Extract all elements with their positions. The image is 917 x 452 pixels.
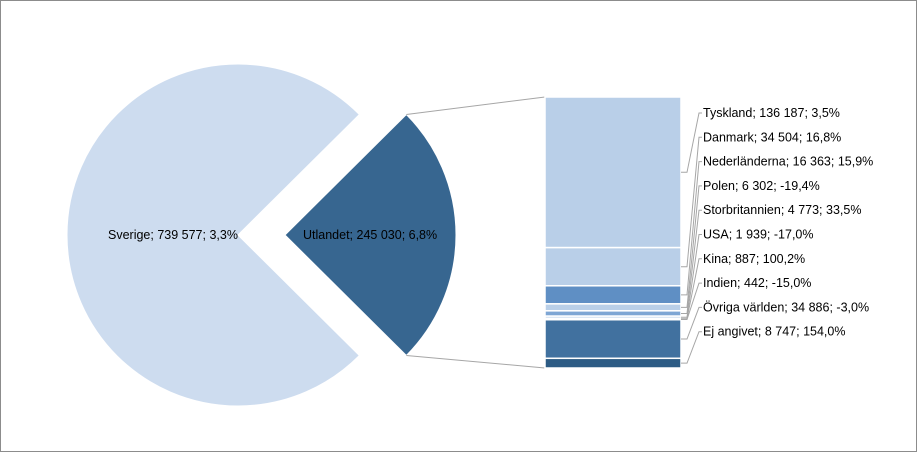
leader-line [681,234,702,318]
bar-label-usa: USA; 1 939; -17,0% [703,228,813,242]
bar-label-kina: Kina; 887; 100,2% [703,252,805,266]
leader-line [681,112,702,173]
bar-label-danmark: Danmark; 34 504; 16,8% [703,130,841,144]
bar-segment-vriga-v-rlden [544,318,682,360]
connector-line-top [406,96,546,116]
leader-line [681,209,702,314]
bar-segment-storbritannien [544,310,682,317]
leader-line [681,306,702,340]
bar-segment-danmark [544,246,682,287]
leader-line [681,282,702,320]
leader-line [681,258,702,320]
pie-slice-utlandet [284,113,457,357]
bar-segment-nederl-nderna [544,285,682,305]
bar-label-polen: Polen; 6 302; -19,4% [703,179,820,193]
pie-slice-sverige [66,63,361,407]
leader-line [681,331,702,364]
leader-line [681,136,702,268]
bar-label-nederl-nderna: Nederländerna; 16 363; 15,9% [703,155,873,169]
bar-label-vriga-v-rlden: Övriga världen; 34 886; -3,0% [703,300,869,314]
bar-segment-tyskland [544,96,682,249]
leader-line [681,161,702,296]
bar-segment-polen [544,303,682,312]
leader-line [681,185,702,308]
pie-label-sverige: Sverige; 739 577; 3,3% [108,228,238,242]
pie-label-utlandet: Utlandet; 245 030; 6,8% [303,228,437,242]
bar-label-ej-angivet: Ej angivet; 8 747; 154,0% [703,325,845,339]
bar-segment-ej-angivet [544,357,682,369]
bar-label-indien: Indien; 442; -15,0% [703,276,811,290]
bar-label-storbritannien: Storbritannien; 4 773; 33,5% [703,203,861,217]
connector-line-bottom [406,354,546,369]
bar-label-tyskland: Tyskland; 136 187; 3,5% [703,106,840,120]
